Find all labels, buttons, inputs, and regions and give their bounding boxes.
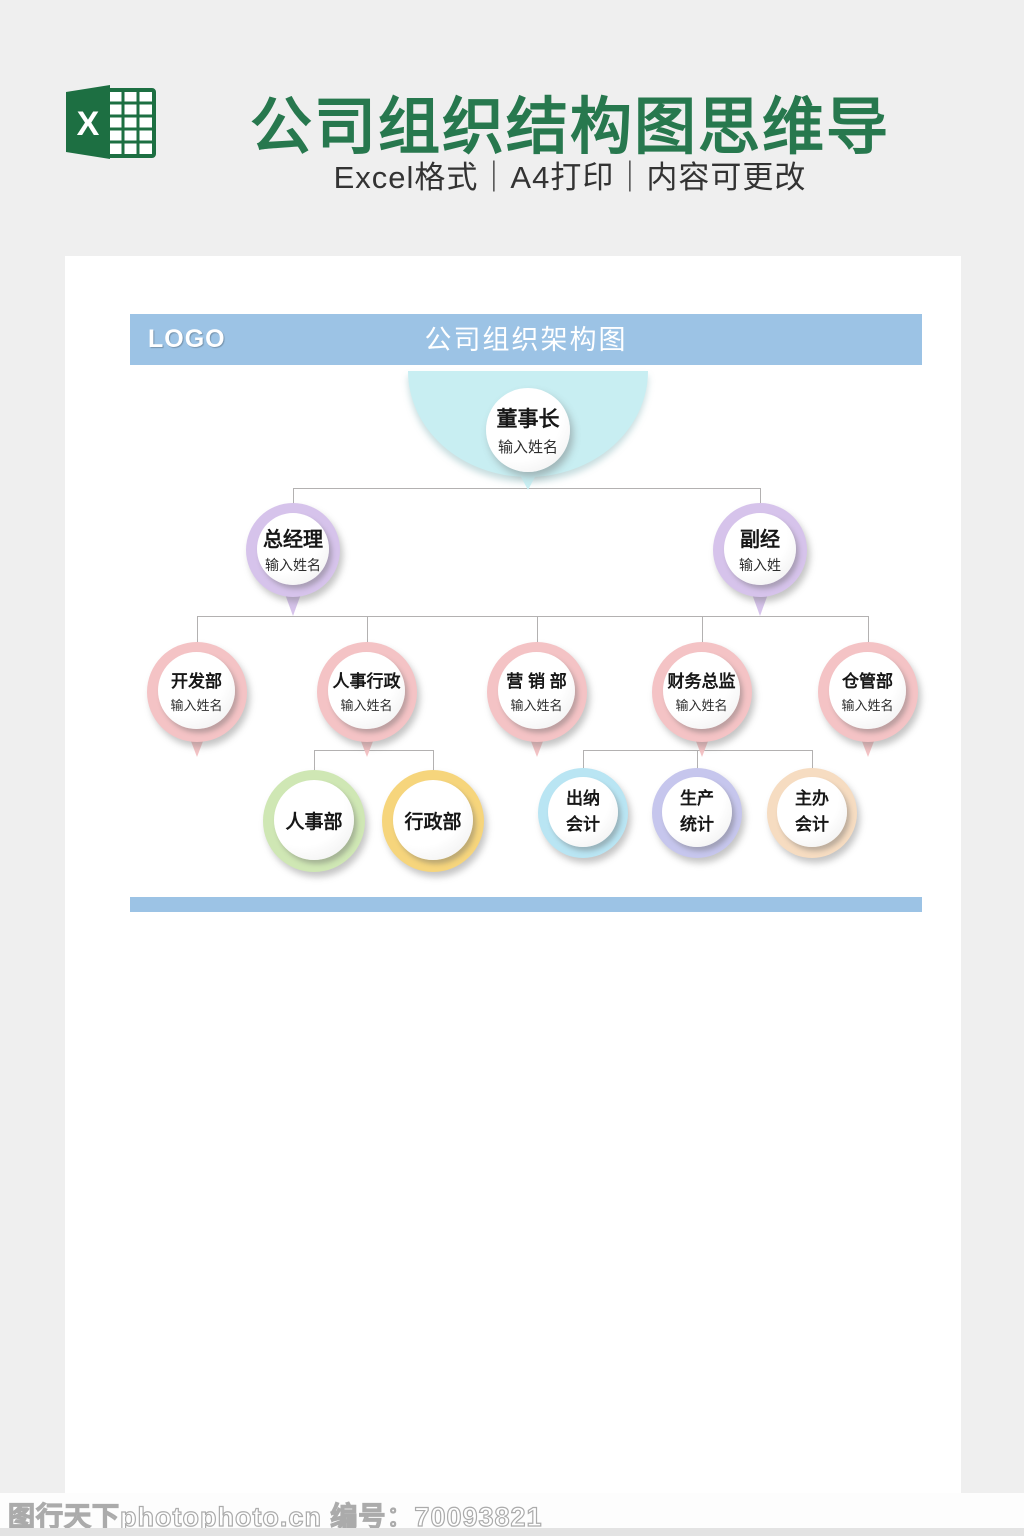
node-title: 行政部 [404, 811, 462, 833]
connector-line [293, 488, 294, 505]
node-tail [752, 594, 768, 616]
chart-header-bar: 公司组织架构图 LOGO [130, 314, 922, 365]
org-node-production-stats: 生产 统计 [652, 768, 742, 858]
node-subtitle: 输入姓名 [340, 698, 393, 713]
org-node-chief-accounting: 主办 会计 [767, 768, 857, 858]
banner-subtitle: Excel格式｜A4打印｜内容可更改 [333, 160, 807, 195]
org-node-general-manager: 总经理 输入姓名 [246, 503, 340, 597]
org-node-hr-dept: 人事部 [263, 770, 365, 872]
node-title: 董事长 [496, 408, 560, 431]
node-title: 主办 [795, 788, 829, 808]
node-subtitle: 输入姓名 [675, 698, 728, 713]
node-subtitle: 输入姓名 [841, 698, 894, 713]
root-fan-tail [520, 475, 536, 490]
org-node-development: 开发部 输入姓名 [147, 642, 247, 742]
watermark-strip: 图行天下photophoto.cn 编号：70093821 [0, 1493, 1024, 1533]
connector-line [583, 750, 584, 769]
connector-line [367, 616, 368, 644]
connector-line [760, 488, 761, 505]
node-title: 财务总监 [667, 672, 736, 691]
node-subtitle: 输入姓名 [497, 439, 558, 456]
node-title: 人事行政 [332, 672, 401, 691]
node-title: 开发部 [171, 672, 222, 691]
excel-icon-letter: X [77, 105, 100, 143]
watermark-text: 图行天下photophoto.cn 编号：70093821 [7, 1501, 543, 1532]
chart-title: 公司组织架构图 [424, 325, 628, 355]
node-title: 会计 [795, 815, 829, 834]
node-title: 总经理 [263, 529, 323, 551]
excel-icon: X [66, 85, 156, 159]
logo-placeholder: LOGO [148, 325, 226, 353]
node-title: 人事部 [285, 811, 343, 833]
node-subtitle: 输入姓名 [510, 698, 563, 713]
node-title: 仓管部 [842, 672, 893, 691]
node-subtitle: 输入姓名 [265, 557, 321, 573]
connector-line [314, 750, 315, 771]
node-title: 生产 [680, 788, 714, 808]
org-node-admin-dept: 行政部 [382, 770, 484, 872]
connector-line [197, 616, 868, 617]
node-title: 出纳 [566, 788, 600, 808]
bottom-border [0, 1528, 1024, 1536]
connector-line [433, 750, 434, 771]
org-node-chairman: 董事长 输入姓名 [486, 388, 570, 472]
connector-line [812, 750, 813, 769]
org-node-hr-admin: 人事行政 输入姓名 [317, 642, 417, 742]
org-node-warehouse: 仓管部 输入姓名 [818, 642, 918, 742]
node-title: 副经 [740, 529, 780, 551]
node-title: 营 销 部 [506, 672, 567, 691]
connector-line [697, 750, 698, 769]
org-node-finance-director: 财务总监 输入姓名 [652, 642, 752, 742]
org-node-cashier-accounting: 出纳 会计 [538, 768, 628, 858]
connector-line [702, 616, 703, 644]
connector-line [537, 616, 538, 644]
node-title: 统计 [680, 815, 714, 834]
org-node-deputy-manager: 副经 输入姓 [713, 503, 807, 597]
connector-line [868, 616, 869, 644]
connector-line [197, 616, 198, 644]
node-subtitle: 输入姓 [739, 557, 781, 573]
node-title: 会计 [566, 815, 600, 834]
org-node-marketing: 营 销 部 输入姓名 [487, 642, 587, 742]
banner-title: 公司组织结构图思维导 [249, 93, 890, 162]
node-tail [285, 594, 301, 616]
chart-footer-bar [130, 897, 922, 912]
node-subtitle: 输入姓名 [170, 698, 223, 713]
